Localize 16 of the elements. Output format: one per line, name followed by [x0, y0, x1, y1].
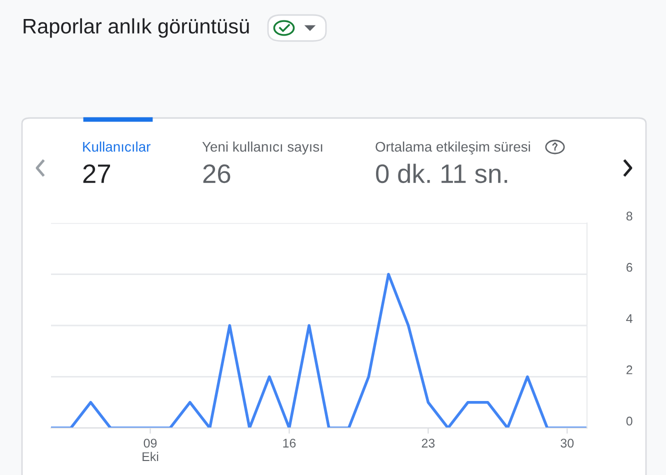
chart-title: Raporlar anlık görüntüsü — [24, 18, 249, 38]
text: 26 — [203, 164, 230, 184]
y-tick-label: 8 — [626, 212, 632, 221]
text: 27 — [83, 164, 110, 183]
x-tick-label: 16 — [283, 438, 296, 448]
x-tick-label: 30 — [560, 438, 574, 448]
y-tick-label: 2 — [626, 365, 632, 374]
x-tick-label: 09 Eki — [142, 438, 158, 461]
text: Ortalama etkileşim süresi — [376, 141, 530, 155]
text: Kullanıcılar — [83, 142, 150, 152]
text: Yeni kullanıcı sayısı — [202, 142, 322, 154]
y-tick-label: 0 — [626, 416, 632, 426]
x-tick-label: 23 — [422, 438, 435, 448]
y-tick-label: 4 — [626, 314, 632, 323]
text: 0 dk. 11 sn. — [376, 164, 508, 184]
y-tick-label: 6 — [626, 262, 632, 272]
